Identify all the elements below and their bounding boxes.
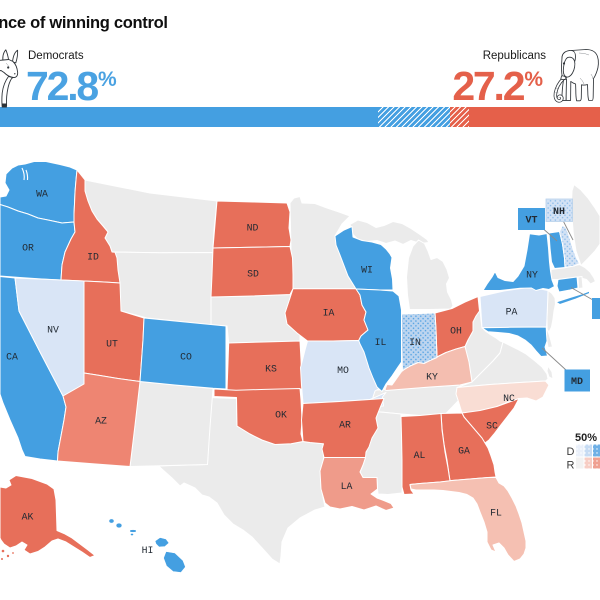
svg-text:MD: MD — [571, 377, 583, 388]
svg-text:IN: IN — [409, 337, 421, 348]
svg-text:R: R — [567, 460, 575, 472]
svg-text:LA: LA — [341, 481, 353, 492]
svg-text:AZ: AZ — [95, 416, 107, 427]
svg-text:PA: PA — [506, 307, 518, 318]
svg-text:SD: SD — [247, 269, 259, 280]
svg-text:IL: IL — [375, 337, 387, 348]
svg-text:HI: HI — [142, 545, 154, 556]
svg-text:AR: AR — [339, 420, 351, 431]
svg-text:AK: AK — [22, 512, 34, 523]
svg-text:MO: MO — [337, 365, 349, 376]
svg-text:KS: KS — [265, 364, 277, 375]
svg-text:OK: OK — [275, 410, 287, 421]
svg-text:GA: GA — [458, 446, 470, 457]
svg-text:NV: NV — [47, 325, 59, 336]
svg-text:FL: FL — [490, 508, 502, 519]
svg-text:OH: OH — [450, 326, 462, 337]
svg-text:WA: WA — [36, 189, 48, 200]
svg-text:OR: OR — [22, 243, 34, 254]
svg-text:NY: NY — [526, 270, 538, 281]
svg-text:IA: IA — [323, 308, 335, 319]
svg-text:50%: 50% — [575, 432, 597, 444]
svg-text:NC: NC — [503, 393, 515, 404]
svg-text:WI: WI — [361, 265, 373, 276]
svg-text:UT: UT — [106, 339, 118, 350]
svg-text:AL: AL — [414, 450, 426, 461]
svg-text:SC: SC — [486, 421, 498, 432]
svg-text:NH: NH — [553, 207, 565, 218]
svg-text:KY: KY — [426, 372, 438, 383]
svg-text:D: D — [567, 446, 575, 458]
svg-text:ND: ND — [247, 223, 259, 234]
svg-text:CA: CA — [6, 352, 18, 363]
svg-text:ID: ID — [87, 252, 99, 263]
svg-text:VT: VT — [525, 216, 537, 227]
svg-text:CO: CO — [180, 352, 192, 363]
